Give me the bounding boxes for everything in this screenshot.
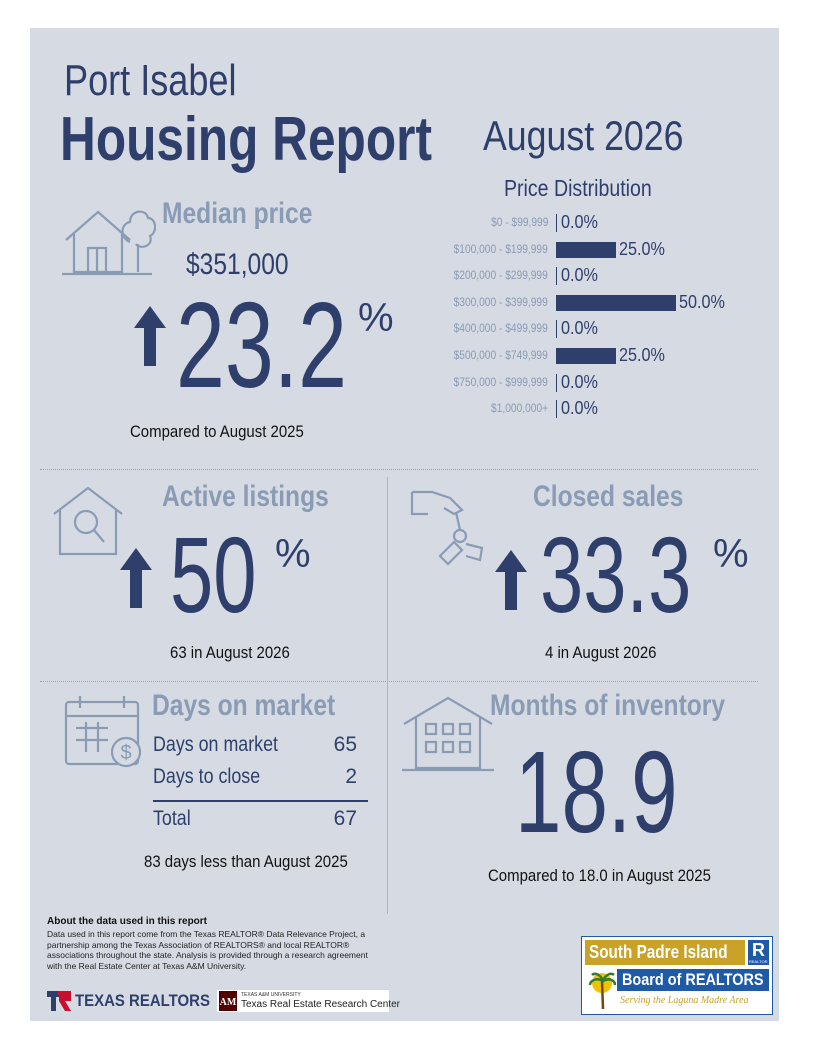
- dom-row-label: Days to close: [153, 765, 261, 788]
- active-listings-caption: 63 in August 2026: [170, 643, 290, 662]
- price-range-label: $500,000 - $749,999: [453, 348, 548, 362]
- spi-tagline: Serving the Laguna Madre Area: [620, 995, 749, 1006]
- tamu-mark-icon: AM: [219, 991, 237, 1011]
- price-range-tick: [556, 400, 557, 419]
- days-on-market-caption: 83 days less than August 2025: [144, 852, 348, 871]
- price-range-tick: [556, 214, 557, 232]
- report-title: Housing Report: [60, 105, 432, 174]
- vertical-divider: [387, 477, 388, 914]
- price-range-bar: [556, 241, 616, 258]
- price-range-value: 50.0%: [679, 291, 725, 312]
- price-range-label: $200,000 - $299,999: [453, 268, 548, 283]
- price-range-value: 25.0%: [619, 345, 665, 365]
- median-price-value: $351,000: [186, 248, 289, 281]
- closed-sales-change: 33.3: [540, 514, 692, 635]
- price-range-value: 25.0%: [619, 238, 665, 259]
- horizontal-divider-2: [40, 681, 758, 682]
- dom-row-value: 65: [333, 733, 357, 756]
- calendar-dollar-icon: $: [64, 696, 142, 768]
- price-range-bar: [556, 294, 676, 311]
- hand-key-icon: [410, 490, 484, 566]
- price-range-bar: [556, 348, 616, 364]
- dom-total-value: 67: [333, 807, 357, 830]
- price-range-value: 0.0%: [561, 265, 598, 286]
- about-title: About the data used in this report: [47, 916, 208, 927]
- house-tree-icon: [62, 210, 156, 276]
- price-range-label: $1,000,000+: [490, 401, 548, 416]
- median-price-comparison: Compared to August 2025: [130, 422, 304, 441]
- up-arrow-icon: [120, 548, 152, 608]
- spi-gold-band: South Padre Island: [585, 940, 745, 965]
- tamu-small-text: TEXAS A&M UNIVERSITY: [241, 992, 301, 998]
- closed-sales-title: Closed sales: [533, 480, 684, 513]
- spi-blue-band: Board of REALTORS: [617, 969, 769, 991]
- price-distribution-chart: $0 - $99,999 0.0% $100,000 - $199,999 25.0%…: [380, 212, 760, 424]
- months-inventory-value: 18.9: [515, 727, 678, 857]
- active-listings-pct-sign: %: [275, 532, 311, 576]
- median-price-title: Median price: [162, 197, 313, 230]
- closed-sales-pct-sign: %: [713, 532, 749, 576]
- closed-sales-caption: 4 in August 2026: [545, 643, 657, 662]
- report-period: August 2026: [483, 112, 684, 159]
- city-title: Port Isabel: [64, 56, 237, 105]
- median-price-pct-sign: %: [358, 296, 394, 340]
- price-range-label: $400,000 - $499,999: [453, 321, 548, 336]
- svg-text:AM: AM: [220, 997, 237, 1008]
- tamu-center-text: Texas Real Estate Research Center: [241, 999, 400, 1010]
- days-on-market-title: Days on market: [152, 689, 336, 722]
- about-text: Data used in this report come from the T…: [47, 929, 368, 971]
- price-range-label: $100,000 - $199,999: [453, 241, 548, 256]
- realtor-r-logo: R REALTOR: [748, 940, 769, 965]
- palm-tree-icon: [588, 972, 616, 1009]
- dom-row-value: 2: [345, 765, 357, 788]
- texas-realtors-mark-icon: [47, 991, 71, 1011]
- house-search-icon: [53, 486, 123, 556]
- up-arrow-icon: [134, 306, 166, 366]
- price-range-value: 0.0%: [561, 371, 598, 392]
- median-price-change: 23.2: [176, 277, 347, 413]
- months-inventory-caption: Compared to 18.0 in August 2025: [488, 866, 711, 885]
- total-rule: [153, 800, 368, 802]
- texas-realtors-logo: TEXAS REALTORS: [47, 990, 210, 1012]
- svg-text:$: $: [120, 742, 131, 764]
- spi-line1: South Padre Island: [589, 942, 728, 962]
- tamu-logo: AM TEXAS A&M UNIVERSITY Texas Real Estat…: [217, 990, 400, 1012]
- active-listings-change: 50: [170, 514, 257, 635]
- price-range-tick: [556, 267, 557, 286]
- spi-board-logo: South Padre Island R REALTOR Board of RE…: [581, 936, 773, 1015]
- price-range-label: $300,000 - $399,999: [453, 294, 548, 309]
- up-arrow-icon: [495, 550, 527, 610]
- months-inventory-title: Months of inventory: [490, 689, 726, 722]
- price-distribution-title: Price Distribution: [504, 175, 652, 201]
- realtor-r-small: REALTOR: [749, 959, 768, 964]
- dom-total-label: Total: [153, 807, 191, 830]
- horizontal-divider-1: [40, 469, 758, 470]
- building-icon: [402, 696, 494, 772]
- price-range-label: $0 - $99,999: [490, 215, 548, 229]
- price-range-value: 0.0%: [561, 318, 598, 339]
- spi-line2: Board of REALTORS: [622, 970, 764, 989]
- price-range-tick: [556, 320, 557, 339]
- active-listings-title: Active listings: [162, 480, 329, 513]
- price-range-label: $750,000 - $999,999: [453, 374, 548, 389]
- dom-row-label: Days on market: [153, 733, 279, 756]
- price-range-value: 0.0%: [561, 212, 598, 232]
- price-range-tick: [556, 373, 557, 392]
- report-panel: [30, 28, 779, 1021]
- realtor-r-letter: R: [752, 940, 765, 960]
- price-range-value: 0.0%: [561, 398, 598, 419]
- texas-realtors-text: TEXAS REALTORS: [75, 991, 210, 1010]
